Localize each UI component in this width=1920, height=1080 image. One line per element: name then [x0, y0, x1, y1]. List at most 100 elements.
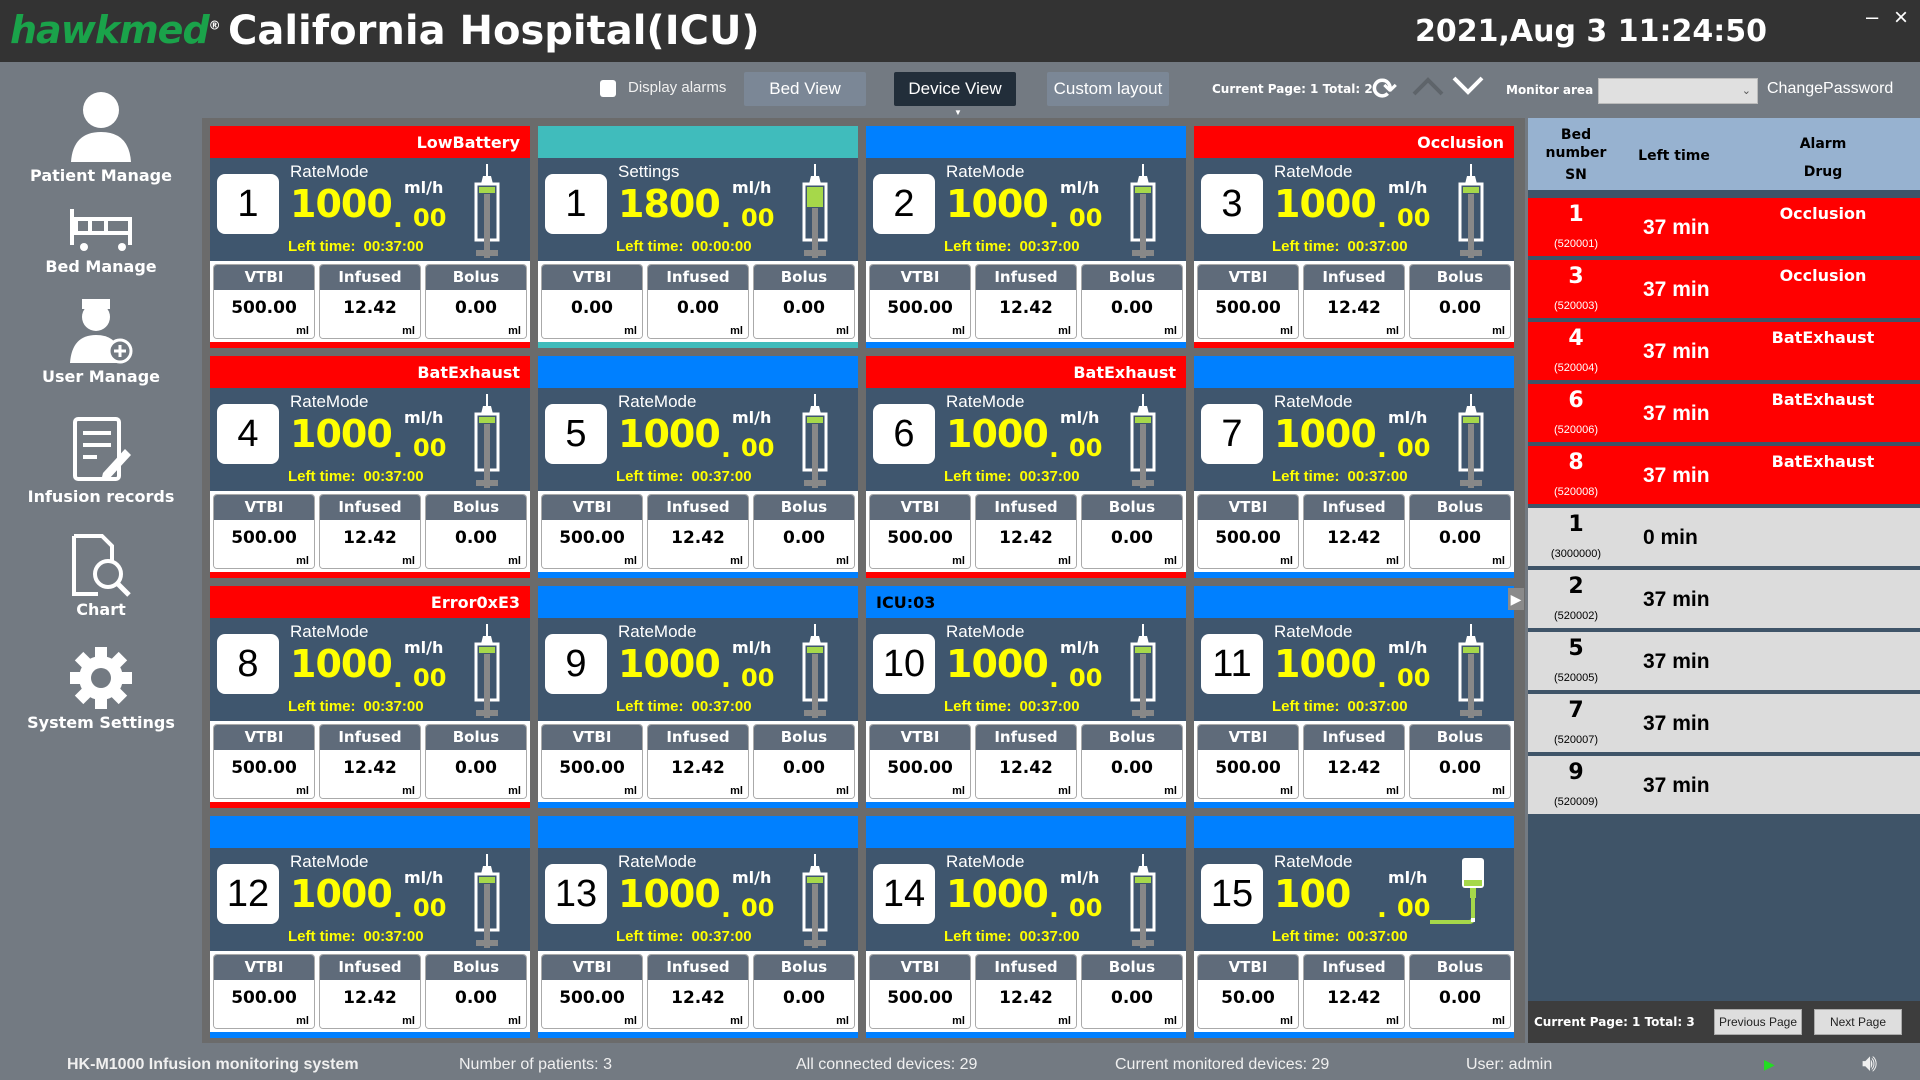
alarm-list-row[interactable]: 5 (520005) 37 min: [1528, 632, 1920, 690]
row-bed: 1: [1568, 202, 1584, 227]
previous-page-button[interactable]: Previous Page: [1714, 1009, 1802, 1035]
ml-unit: ml: [402, 325, 415, 337]
row-sn: (520007): [1553, 734, 1599, 746]
card-body: 12 RateMode 1000 . 00 ml/h Left time: 00:…: [210, 848, 530, 951]
vtbi-label: VTBI: [1198, 495, 1298, 520]
device-card[interactable]: BatExhaust 4 RateMode 1000 . 00 ml/h Lef…: [210, 356, 530, 578]
device-card[interactable]: 9 RateMode 1000 . 00 ml/h Left time: 00:3…: [538, 586, 858, 808]
device-card[interactable]: 2 RateMode 1000 . 00 ml/h Left time: 00:3…: [866, 126, 1186, 348]
bed-number: 2: [873, 174, 935, 234]
sidebar-item-patient-manage[interactable]: Patient Manage: [0, 90, 202, 185]
left-time-label: Left time:: [616, 698, 684, 715]
rate-unit: ml/h: [732, 868, 772, 887]
page-down-icon[interactable]: [1452, 76, 1484, 96]
device-card[interactable]: BatExhaust 6 RateMode 1000 . 00 ml/h Lef…: [866, 356, 1186, 578]
device-card[interactable]: 7 RateMode 1000 . 00 ml/h Left time: 00:3…: [1194, 356, 1514, 578]
device-card[interactable]: LowBattery 1 RateMode 1000 . 00 ml/h Lef…: [210, 126, 530, 348]
vtbi-box: VTBI 500.00 ml: [1197, 494, 1299, 569]
vtbi-value: 500.00 ml: [870, 750, 970, 798]
device-card[interactable]: Error0xE3 8 RateMode 1000 . 00 ml/h Left…: [210, 586, 530, 808]
alarm-list-row[interactable]: 3 (520003) 37 min Occlusion: [1528, 260, 1920, 318]
alarm-list-row[interactable]: 6 (520006) 37 min BatExhaust: [1528, 384, 1920, 442]
play-icon[interactable]: ▶: [1764, 1056, 1775, 1072]
alarm-list-row[interactable]: 9 (520009) 37 min: [1528, 756, 1920, 814]
ml-unit: ml: [1164, 555, 1177, 567]
bolus-label: Bolus: [754, 725, 854, 750]
alarm-list-row[interactable]: 8 (520008) 37 min BatExhaust: [1528, 446, 1920, 504]
infused-value: 12.42 ml: [1304, 980, 1404, 1028]
alarm-list-row[interactable]: 7 (520007) 37 min: [1528, 694, 1920, 752]
card-volumes: VTBI 500.00 ml Infused 12.42 ml Bolus 0.00 ml: [1194, 491, 1514, 572]
device-card[interactable]: Occlusion 3 RateMode 1000 . 00 ml/h Left…: [1194, 126, 1514, 348]
infused-box: Infused 12.42 ml: [319, 264, 421, 339]
infused-number: 0.00: [677, 298, 719, 318]
mode-label: RateMode: [290, 622, 369, 641]
device-view-button[interactable]: Device View: [894, 72, 1016, 106]
sidebar-item-system-settings[interactable]: System Settings: [0, 645, 202, 732]
sidebar-item-infusion-records[interactable]: Infusion records: [0, 415, 202, 506]
minimize-button[interactable]: –: [1866, 4, 1879, 29]
device-card[interactable]: 1 Settings 1800 . 00 ml/h Left time: 00:0…: [538, 126, 858, 348]
alarm-list-row[interactable]: 4 (520004) 37 min BatExhaust: [1528, 322, 1920, 380]
sidebar-item-user-manage[interactable]: User Manage: [0, 295, 202, 386]
infused-label: Infused: [976, 725, 1076, 750]
monitor-area-select[interactable]: ⌄: [1598, 78, 1758, 104]
display-alarms-label[interactable]: Display alarms: [628, 79, 727, 96]
left-time: Left time: 00:37:00: [288, 698, 424, 715]
rate-dot: .: [393, 434, 403, 464]
app-title: California Hospital(ICU): [228, 8, 760, 54]
page-up-icon[interactable]: [1412, 76, 1444, 96]
device-card[interactable]: 11 RateMode 1000 . 00 ml/h Left time: 00:…: [1194, 586, 1514, 808]
rate-dot: .: [393, 204, 403, 234]
refresh-icon[interactable]: ⟳: [1372, 73, 1398, 106]
alarm-list-row[interactable]: 2 (520002) 37 min: [1528, 570, 1920, 628]
alarm-list-row[interactable]: 1 (3000000) 0 min: [1528, 508, 1920, 566]
syringe-icon: [1130, 164, 1156, 258]
bolus-number: 0.00: [1111, 758, 1153, 778]
syringe-icon: [1458, 394, 1484, 488]
row-left-time: 37 min: [1643, 464, 1710, 487]
sidebar-item-chart[interactable]: Chart: [0, 532, 202, 619]
next-page-button[interactable]: Next Page: [1814, 1009, 1902, 1035]
left-time-value: 00:37:00: [1347, 238, 1408, 255]
device-card[interactable]: 15 RateMode 100 . 00 ml/h Left time: 00:3…: [1194, 816, 1514, 1038]
display-alarms-checkbox[interactable]: [600, 80, 616, 97]
bolus-value: 0.00 ml: [754, 520, 854, 568]
bed-number: 1: [217, 174, 279, 234]
card-status-strip: [210, 802, 530, 808]
bolus-box: Bolus 0.00 ml: [1409, 954, 1511, 1029]
left-time: Left time: 00:37:00: [944, 928, 1080, 945]
left-time-label: Left time:: [288, 928, 356, 945]
sidebar-item-bed-manage[interactable]: Bed Manage: [0, 205, 202, 276]
infused-label: Infused: [320, 725, 420, 750]
device-card[interactable]: ICU:03 10 RateMode 1000 . 00 ml/h Left t…: [866, 586, 1186, 808]
vtbi-box: VTBI 500.00 ml: [869, 954, 971, 1029]
device-card[interactable]: 14 RateMode 1000 . 00 ml/h Left time: 00:…: [866, 816, 1186, 1038]
device-card[interactable]: 13 RateMode 1000 . 00 ml/h Left time: 00:…: [538, 816, 858, 1038]
device-card[interactable]: 5 RateMode 1000 . 00 ml/h Left time: 00:3…: [538, 356, 858, 578]
bolus-value: 0.00 ml: [1410, 980, 1510, 1028]
card-body: 9 RateMode 1000 . 00 ml/h Left time: 00:3…: [538, 618, 858, 721]
close-button[interactable]: ×: [1894, 4, 1909, 31]
card-status-header: Occlusion: [1194, 126, 1514, 158]
speaker-icon[interactable]: 🔊︎: [1862, 1050, 1878, 1077]
device-card[interactable]: 12 RateMode 1000 . 00 ml/h Left time: 00:…: [210, 816, 530, 1038]
bolus-number: 0.00: [455, 298, 497, 318]
syringe-icon: [474, 624, 500, 718]
row-left-time: 37 min: [1643, 774, 1710, 797]
vtbi-value: 500.00 ml: [1198, 750, 1298, 798]
card-body: 14 RateMode 1000 . 00 ml/h Left time: 00:…: [866, 848, 1186, 951]
change-password-link[interactable]: ChangePassword: [1767, 80, 1894, 97]
scroll-right-arrow-icon[interactable]: ▶: [1508, 588, 1524, 610]
rate-dot: .: [721, 664, 731, 694]
bolus-number: 0.00: [455, 758, 497, 778]
infused-box: Infused 12.42 ml: [319, 954, 421, 1029]
bed-view-button[interactable]: Bed View: [744, 72, 866, 106]
patient-count: Number of patients: 3: [459, 1056, 612, 1073]
system-name: HK-M1000 Infusion monitoring system: [67, 1056, 359, 1073]
ml-unit: ml: [508, 1015, 521, 1027]
alarm-list-row[interactable]: 1 (520001) 37 min Occlusion: [1528, 198, 1920, 256]
card-status-header: [866, 816, 1186, 848]
ml-unit: ml: [508, 785, 521, 797]
custom-layout-button[interactable]: Custom layout: [1047, 72, 1169, 106]
